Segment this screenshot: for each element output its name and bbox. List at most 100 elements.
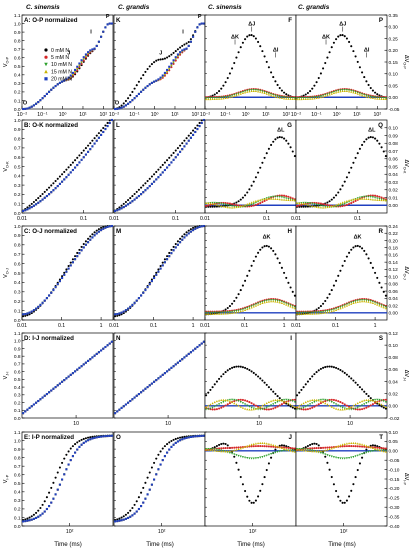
series-point-20-mM-N [39,99,42,102]
series-point-0-mM-N [276,136,279,139]
series-point-5-mM-N [278,404,281,407]
band-label: ΔL [277,128,285,134]
series-point-20-mM-N [102,435,105,438]
series-point-5-mM-N [374,401,377,405]
series-point-10-mM-N [335,307,338,310]
series-point-20-mM-N [181,148,184,151]
series-point-20-mM-N [41,301,44,304]
y-tick-label: 1.0 [14,438,21,444]
legend-label: 15 mM N [51,69,72,75]
series-point-15-mM-N [311,204,314,207]
series-point-0-mM-N [54,180,57,183]
series-point-15-mM-N [280,96,283,100]
series-point-15-mM-N [363,399,366,402]
series-point-10-mM-N [285,398,288,401]
series-point-15-mM-N [332,204,335,207]
series-point-10-mM-N [265,299,268,302]
series-point-20-mM-N [163,372,166,375]
series-point-0-mM-N [179,144,182,147]
series-point-15-mM-N [319,449,322,453]
series-point-0-mM-N [261,483,264,486]
series-point-10-mM-N [278,300,281,303]
series-point-0-mM-N [304,205,307,208]
series-point-20-mM-N [102,130,105,134]
series-point-5-mM-N [220,447,223,450]
phase-label-P: P [106,14,110,20]
y-tick-label: 0.5 [14,164,21,170]
series-point-5-mM-N [259,445,262,448]
series-point-10-mM-N [239,401,242,404]
series-point-10-mM-N [330,309,333,312]
series-point-0-mM-N [65,453,68,456]
series-point-20-mM-N [65,377,68,380]
series-point-15-mM-N [322,400,325,404]
series-point-20-mM-N [192,349,195,352]
series-point-15-mM-N [174,57,177,60]
series-point-20-mM-N [179,359,182,362]
series-point-15-mM-N [335,203,338,206]
series-point-15-mM-N [280,399,283,402]
series-point-15-mM-N [313,97,316,100]
series-point-5-mM-N [326,203,329,207]
series-point-15-mM-N [298,202,301,205]
y-tick-label: 0.00 [389,449,399,455]
series-point-15-mM-N [311,312,314,315]
series-point-15-mM-N [348,303,351,306]
series-point-5-mM-N [265,445,268,448]
series-point-0-mM-N [137,188,140,191]
series-point-0-mM-N [252,35,255,38]
series-point-10-mM-N [371,449,374,453]
series-point-15-mM-N [267,197,270,200]
y-tick-label: 0.7 [14,464,21,470]
series-point-10-mM-N [371,196,374,199]
series-point-15-mM-N [241,309,244,312]
series-point-0-mM-N [146,476,149,479]
series-point-20-mM-N [185,436,188,439]
series-point-0-mM-N [343,371,346,375]
series-point-0-mM-N [32,200,35,204]
x-tick-label: 10⁻² [109,112,120,118]
series-point-15-mM-N [246,203,249,206]
series-point-15-mM-N [222,97,225,100]
series-point-20-mM-N [50,389,53,392]
x-tick-label: 0.1 [150,323,157,329]
y-tick-label: 0.10 [389,430,399,436]
series-point-15-mM-N [350,198,353,201]
series-point-15-mM-N [276,398,279,401]
series-point-20-mM-N [120,207,123,210]
series-point-10-mM-N [276,400,279,404]
series-point-20-mM-N [172,59,175,62]
series-point-20-mM-N [71,455,74,458]
series-point-10-mM-N [345,457,348,460]
series-point-20-mM-N [168,368,171,371]
panel-letter: R [379,228,384,235]
series-point-0-mM-N [296,394,299,397]
series-point-10-mM-N [220,311,223,314]
series-point-15-mM-N [172,60,175,63]
series-point-10-mM-N [246,205,249,208]
series-point-5-mM-N [354,445,357,448]
series-point-0-mM-N [153,275,156,278]
series-point-5-mM-N [222,405,225,408]
series-point-20-mM-N [110,340,113,343]
series-point-0-mM-N [309,443,312,446]
series-point-5-mM-N [233,446,236,449]
series-point-0-mM-N [354,245,357,248]
series-point-10-mM-N [265,406,268,409]
series-point-15-mM-N [261,198,264,201]
series-point-15-mM-N [352,301,355,305]
series-point-20-mM-N [50,501,53,504]
series-point-10-mM-N [257,302,260,305]
series-point-10-mM-N [248,405,251,408]
series-point-0-mM-N [209,205,212,208]
series-point-0-mM-N [285,276,288,279]
series-point-0-mM-N [89,436,92,439]
y-tick-label: 0.30 [389,25,399,31]
series-point-20-mM-N [37,399,40,403]
series-point-10-mM-N [244,456,247,459]
series-point-15-mM-N [380,305,383,308]
series-point-15-mM-N [352,441,355,445]
y-tick-label: 0.4 [14,280,21,286]
